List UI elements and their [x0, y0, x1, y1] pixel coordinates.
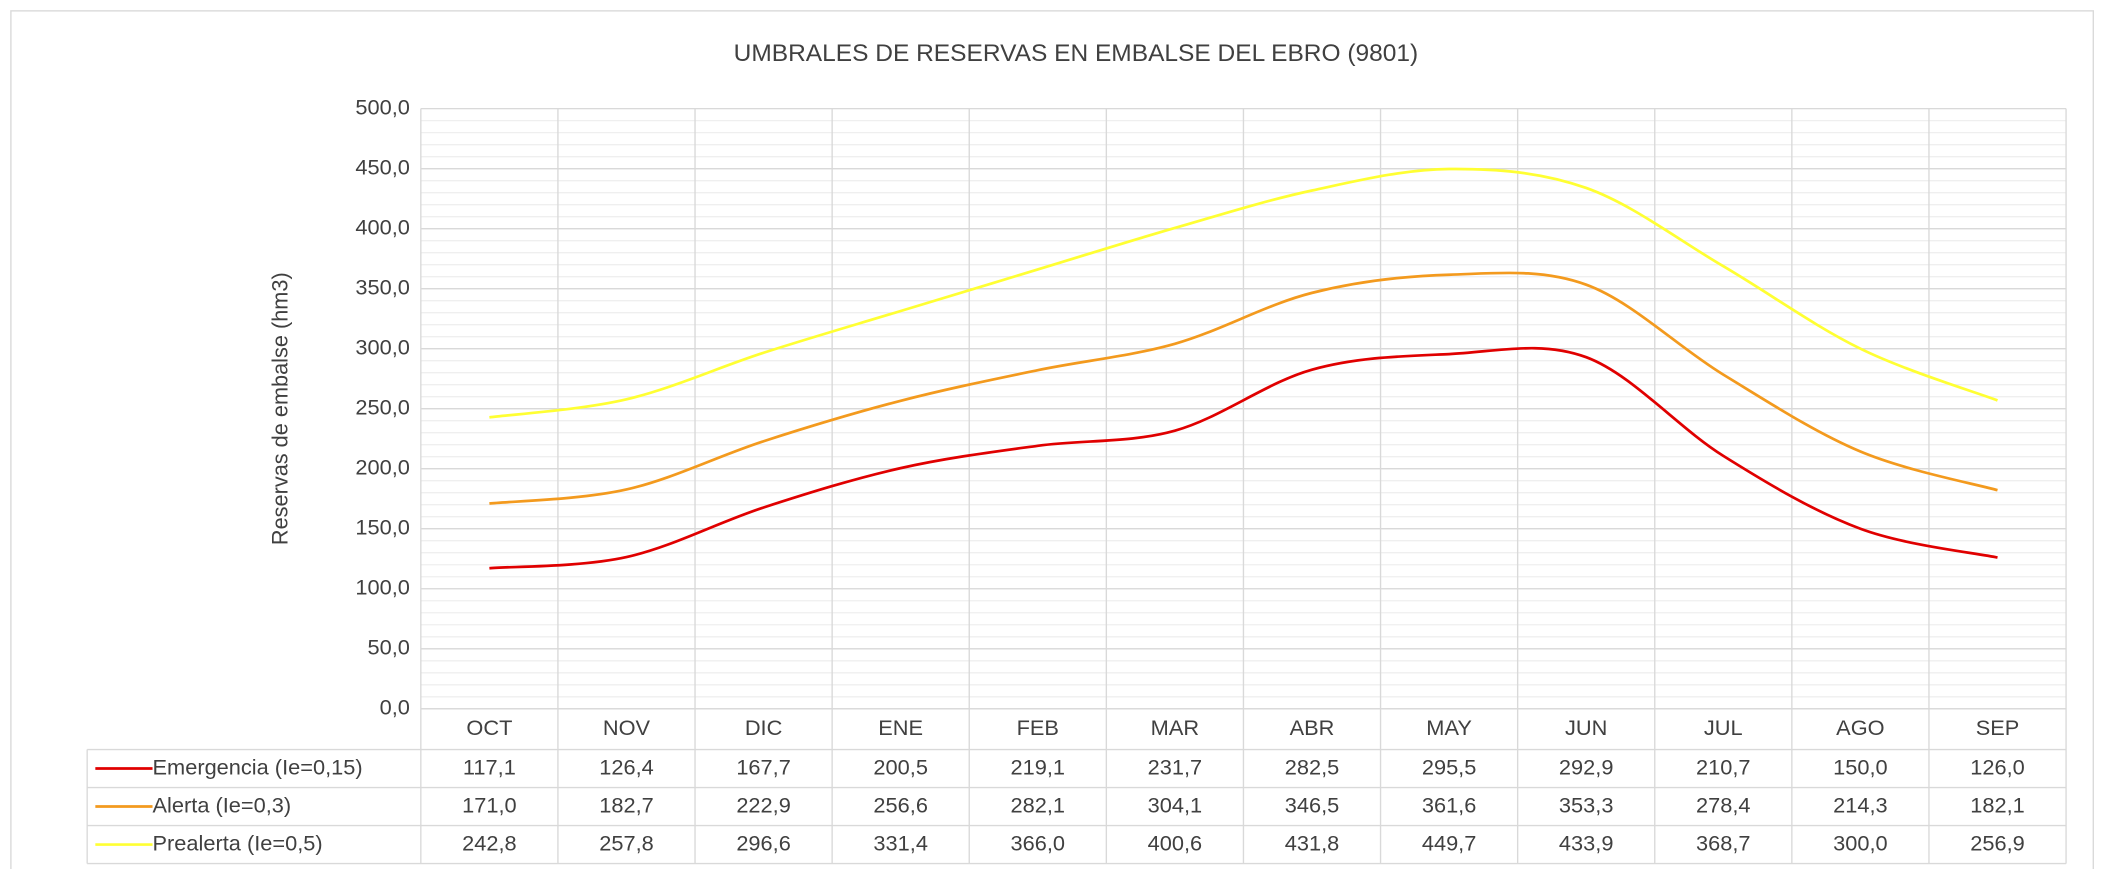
table-value: 222,9: [736, 792, 791, 817]
x-tick-label: MAY: [1426, 715, 1472, 740]
table-value: 126,4: [599, 754, 654, 779]
legend-label: Alerta (Ie=0,3): [153, 792, 292, 817]
table-value: 433,9: [1559, 830, 1614, 855]
series-line: [489, 271, 1998, 505]
table-value: 210,7: [1696, 754, 1751, 779]
table-value: 366,0: [1011, 830, 1066, 855]
x-tick-label: DIC: [745, 715, 783, 740]
table-value: 182,7: [599, 792, 654, 817]
table-value: 256,6: [873, 792, 928, 817]
y-tick-label: 100,0: [355, 575, 410, 600]
table-value: 231,7: [1148, 754, 1203, 779]
y-tick-label: 500,0: [355, 94, 410, 119]
table-value: 295,5: [1422, 754, 1477, 779]
table-value: 282,1: [1011, 792, 1066, 817]
y-tick-label: 400,0: [355, 214, 410, 239]
chart-title: UMBRALES DE RESERVAS EN EMBALSE DEL EBRO…: [734, 40, 1419, 67]
legend-label: Emergencia (Ie=0,15): [153, 754, 363, 779]
x-tick-label: SEP: [1976, 715, 2020, 740]
table-value: 117,1: [463, 754, 516, 779]
x-tick-label: JUN: [1565, 715, 1607, 740]
y-tick-label: 350,0: [355, 274, 410, 299]
y-tick-label: 150,0: [355, 515, 410, 540]
x-tick-label: ENE: [878, 715, 923, 740]
y-tick-label: 450,0: [355, 154, 410, 179]
table-value: 126,0: [1970, 754, 2025, 779]
table-value: 361,6: [1422, 792, 1477, 817]
x-tick-label: JUL: [1704, 715, 1743, 740]
table-value: 304,1: [1148, 792, 1203, 817]
table-value: 282,5: [1285, 754, 1340, 779]
y-tick-label: 50,0: [368, 635, 410, 660]
y-tick-label: 300,0: [355, 334, 410, 359]
table-value: 150,0: [1833, 754, 1888, 779]
x-tick-label: FEB: [1017, 715, 1059, 740]
table-value: 182,1: [1970, 792, 2025, 817]
table-value: 200,5: [873, 754, 928, 779]
series-line: [489, 346, 1998, 570]
x-tick-label: AGO: [1836, 715, 1884, 740]
table-value: 257,8: [599, 830, 654, 855]
table-value: 167,7: [736, 754, 791, 779]
table-value: 400,6: [1148, 830, 1203, 855]
table-value: 219,1: [1011, 754, 1066, 779]
y-tick-label: 250,0: [355, 394, 410, 419]
table-value: 171,0: [462, 792, 517, 817]
x-tick-label: OCT: [466, 715, 512, 740]
y-tick-label: 0,0: [380, 695, 410, 720]
table-value: 296,6: [736, 830, 791, 855]
table-value: 300,0: [1833, 830, 1888, 855]
x-tick-label: ABR: [1290, 715, 1335, 740]
chart-frame: [10, 10, 2094, 869]
table-value: 431,8: [1285, 830, 1340, 855]
y-axis-label: Reservas de embalse (hm3): [268, 272, 293, 545]
x-tick-label: NOV: [603, 715, 651, 740]
series-line: [489, 167, 1998, 419]
table-value: 214,3: [1833, 792, 1888, 817]
table-value: 449,7: [1422, 830, 1477, 855]
table-value: 242,8: [462, 830, 517, 855]
table-value: 346,5: [1285, 792, 1340, 817]
table-value: 292,9: [1559, 754, 1614, 779]
table-value: 256,9: [1970, 830, 2025, 855]
table-value: 368,7: [1696, 830, 1751, 855]
y-tick-label: 200,0: [355, 454, 410, 479]
x-tick-label: MAR: [1151, 715, 1199, 740]
legend-label: Prealerta (Ie=0,5): [153, 830, 323, 855]
table-value: 278,4: [1696, 792, 1751, 817]
table-value: 353,3: [1559, 792, 1614, 817]
table-value: 331,4: [873, 830, 928, 855]
